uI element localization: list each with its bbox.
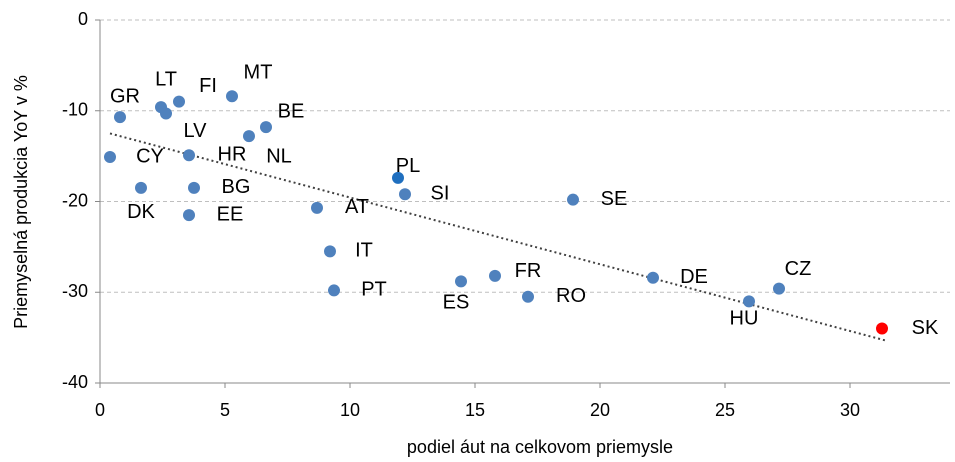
point	[392, 171, 404, 184]
point	[567, 193, 579, 206]
point	[188, 181, 200, 194]
point	[183, 149, 195, 162]
y-tick-label: 0	[78, 9, 88, 29]
point-label: BE	[278, 100, 305, 122]
point	[773, 282, 785, 295]
point-label: CY	[136, 145, 164, 167]
point-label: CZ	[785, 258, 812, 280]
y-tick-label: -20	[62, 190, 88, 210]
x-tick-label: 15	[465, 400, 485, 420]
point-label: LT	[155, 68, 177, 90]
y-tick-label: -40	[62, 372, 88, 392]
point-label: HU	[730, 308, 759, 330]
x-axis-title: podiel áut na celkovom priemysle	[407, 437, 673, 457]
x-tick-label: 10	[340, 400, 360, 420]
y-tick-label: -30	[62, 281, 88, 301]
point	[743, 295, 755, 308]
point-label: PT	[361, 279, 387, 301]
point	[260, 121, 272, 134]
point-label: DE	[680, 266, 708, 288]
point	[226, 90, 238, 103]
point	[173, 95, 185, 108]
point-label: FI	[199, 75, 217, 97]
x-tick-label: 0	[95, 400, 105, 420]
point-label: SI	[431, 183, 450, 205]
point-label: LV	[184, 120, 208, 142]
y-tick-label: -10	[62, 100, 88, 120]
point	[647, 271, 659, 284]
point	[455, 275, 467, 288]
point	[104, 151, 116, 164]
point-label: SE	[601, 188, 628, 210]
point	[328, 284, 340, 297]
point	[183, 209, 195, 222]
point	[160, 107, 172, 120]
point-label: SK	[912, 317, 939, 339]
point-label: RO	[556, 285, 586, 307]
point	[489, 269, 501, 282]
point-label: ES	[443, 292, 470, 314]
point	[311, 201, 323, 214]
x-tick-label: 30	[840, 400, 860, 420]
trendline	[109, 132, 886, 342]
point-label: BG	[222, 176, 251, 198]
point	[243, 130, 255, 143]
point	[135, 181, 147, 194]
point-label: HR	[218, 143, 247, 165]
point-label: MT	[244, 62, 273, 84]
point-label: PL	[396, 155, 420, 177]
x-tick-label: 5	[220, 400, 230, 420]
point-label: EE	[217, 203, 244, 225]
point-label: AT	[345, 196, 369, 218]
point-label: IT	[355, 240, 373, 262]
x-tick-label: 20	[590, 400, 610, 420]
point	[399, 188, 411, 201]
x-tick-label: 25	[715, 400, 735, 420]
point	[522, 290, 534, 303]
point-label: NL	[266, 145, 292, 167]
point-label: GR	[110, 85, 140, 107]
y-axis-title: Priemyselná produkcia YoY v %	[11, 75, 31, 329]
point-label: FR	[515, 260, 542, 282]
point	[114, 111, 126, 124]
point	[324, 245, 336, 258]
point	[876, 322, 888, 335]
point-label: DK	[127, 201, 155, 223]
